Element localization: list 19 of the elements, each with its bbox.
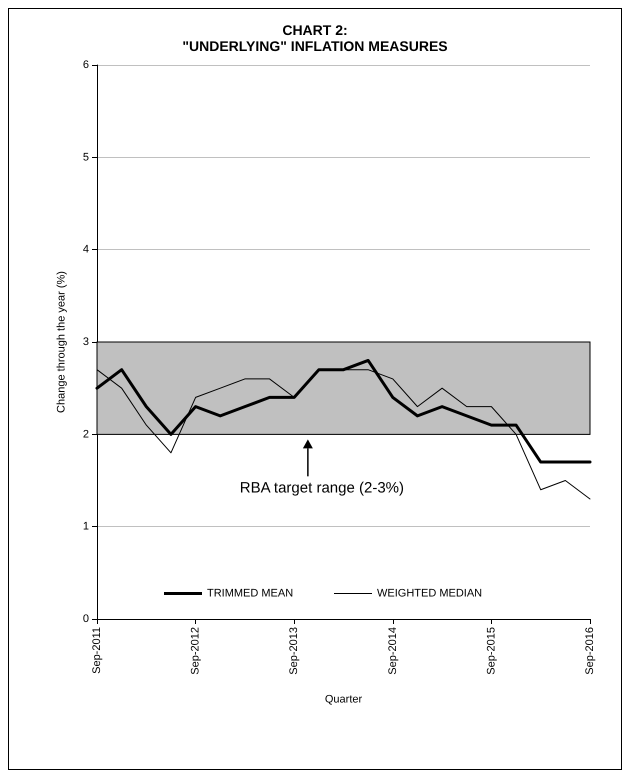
chart-title: CHART 2: "UNDERLYING" INFLATION MEASURES bbox=[182, 22, 448, 54]
y-tick-label: 3 bbox=[82, 336, 89, 348]
legend-label: WEIGHTED MEDIAN bbox=[377, 588, 482, 600]
legend-label: TRIMMED MEAN bbox=[207, 588, 294, 600]
y-tick-label: 6 bbox=[82, 59, 89, 71]
x-tick-label: Sep-2016 bbox=[584, 627, 596, 675]
y-axis-title: Change through the year (%) bbox=[56, 271, 68, 413]
y-tick-label: 5 bbox=[82, 151, 89, 164]
y-tick-label: 1 bbox=[82, 520, 89, 533]
x-tick-label: Sep-2014 bbox=[386, 627, 399, 675]
y-tick-label: 2 bbox=[82, 428, 89, 440]
band-label: RBA target range (2-3%) bbox=[240, 479, 404, 496]
x-tick-label: Sep-2015 bbox=[485, 627, 498, 675]
y-tick-label: 0 bbox=[82, 613, 89, 625]
x-tick-label: Sep-2013 bbox=[288, 627, 300, 675]
x-axis-title: Quarter bbox=[324, 694, 362, 706]
x-tick-label: Sep-2011 bbox=[91, 627, 103, 674]
x-tick-label: Sep-2012 bbox=[190, 627, 202, 675]
y-tick-label: 4 bbox=[82, 244, 89, 256]
